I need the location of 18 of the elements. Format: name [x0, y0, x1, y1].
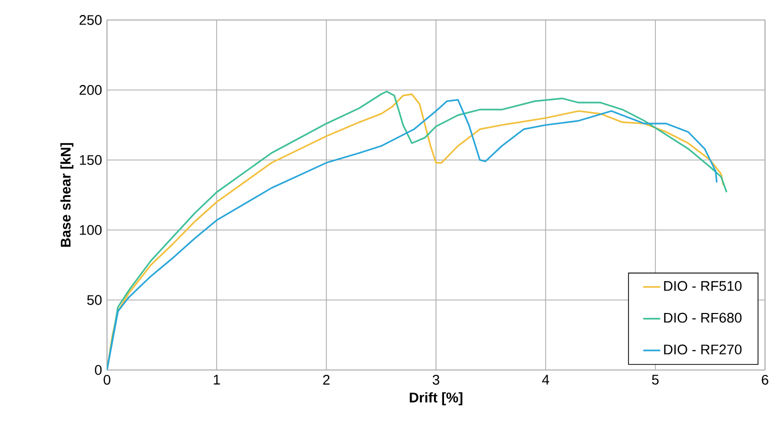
y-tick-label: 50	[87, 295, 102, 305]
x-tick-label: 2	[323, 374, 330, 385]
x-tick-label: 5	[652, 374, 659, 385]
y-tick-label: 0	[94, 365, 102, 375]
legend-label: DIO - RF510	[664, 281, 742, 291]
legend-label: DIO - RF270	[664, 344, 742, 354]
y-tick-label: 100	[80, 225, 102, 235]
x-tick-label: 3	[432, 374, 440, 385]
y-tick-label: 250	[80, 15, 102, 25]
x-tick-label: 1	[214, 374, 220, 384]
y-axis-title: Base shear [kN]	[60, 143, 74, 247]
x-tick-label: 0	[104, 374, 110, 385]
x-axis-title: Drift [%]	[410, 392, 462, 406]
y-tick-label: 200	[80, 85, 102, 95]
x-tick-label: 6	[762, 374, 768, 385]
x-tick-label: 4	[542, 374, 550, 384]
y-tick-label: 150	[80, 155, 102, 165]
legend-label: DIO - RF680	[664, 312, 742, 323]
